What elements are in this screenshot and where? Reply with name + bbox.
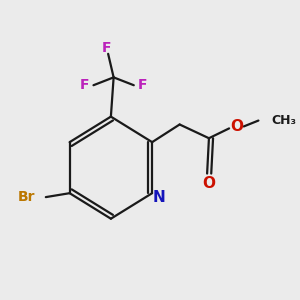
Text: O: O	[202, 176, 215, 191]
Text: F: F	[80, 78, 89, 92]
Text: CH₃: CH₃	[271, 114, 296, 127]
Text: N: N	[152, 190, 165, 205]
Text: O: O	[230, 119, 243, 134]
Text: F: F	[138, 78, 148, 92]
Text: Br: Br	[17, 190, 35, 204]
Text: F: F	[102, 41, 111, 55]
